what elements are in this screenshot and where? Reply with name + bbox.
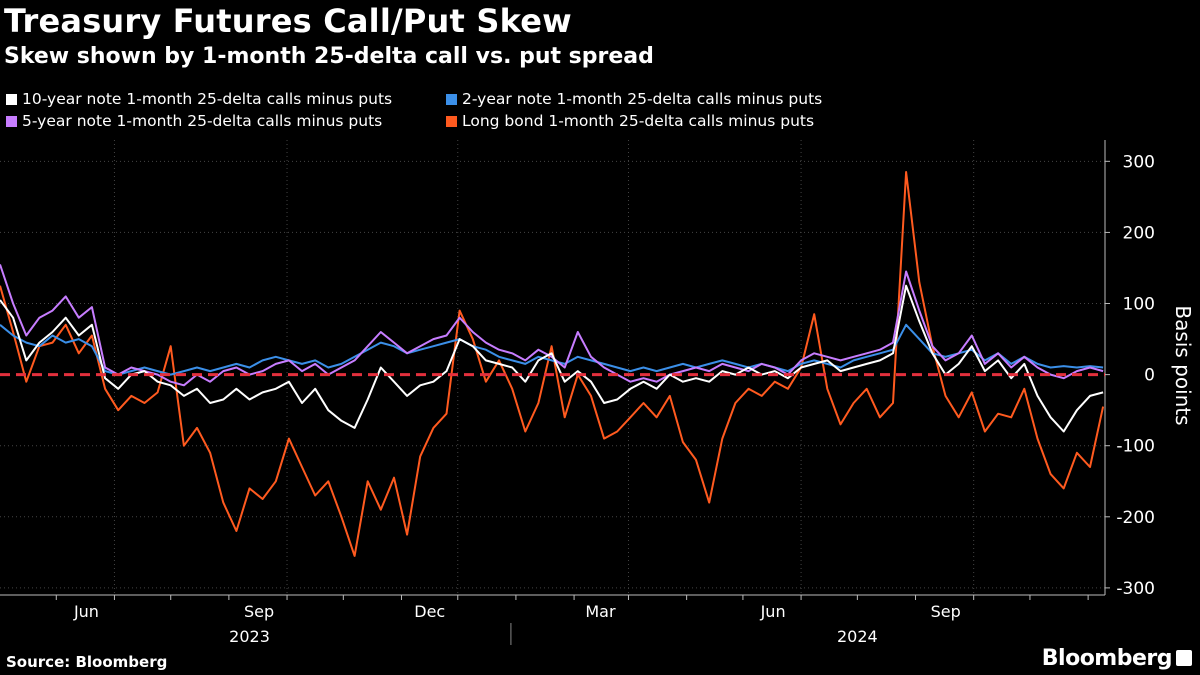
year-label-0: 2023 [229,627,270,646]
y-axis-title: Basis points [1171,305,1195,425]
legend-item-long-bond: Long bond 1-month 25-delta calls minus p… [446,112,814,130]
legend-swatch-2-year [446,94,457,105]
x-tick-label-5: Sep [931,602,961,621]
x-tick-label-4: Jun [760,602,786,621]
legend-swatch-5-year [6,116,17,127]
x-tick-label-0: Jun [73,602,99,621]
legend-swatch-long-bond [446,116,457,127]
x-tick-label-3: Mar [585,602,616,621]
series-line-3 [0,171,1105,557]
chart-subtitle: Skew shown by 1-month 25-delta call vs. … [4,44,654,69]
y-tick-label-6: -300 [1116,579,1155,599]
legend-item-5-year: 5-year note 1-month 25-delta calls minus… [6,112,382,130]
legend-label-5-year: 5-year note 1-month 25-delta calls minus… [22,112,383,130]
legend-item-10-year: 10-year note 1-month 25-delta calls minu… [6,90,392,108]
bloomberg-chart-icon [1176,650,1192,666]
legend-swatch-10-year [6,94,17,105]
year-label-1: 2024 [837,627,878,646]
legend-label-2-year: 2-year note 1-month 25-delta calls minus… [462,90,823,108]
legend-label-10-year: 10-year note 1-month 25-delta calls minu… [22,90,393,108]
series-line-1 [0,323,1104,376]
brand-text: Bloomberg [1041,646,1173,671]
brand-logo: Bloomberg [1042,646,1192,671]
series-line-0 [0,284,1104,433]
x-tick-label-1: Sep [244,602,274,621]
y-tick-label-4: -100 [1116,437,1155,457]
y-tick-label-3: 0 [1144,366,1155,386]
series-line-2 [0,264,1104,387]
y-tick-label-0: 300 [1123,152,1155,172]
y-tick-label-1: 200 [1123,223,1155,243]
x-tick-label-2: Dec [414,602,445,621]
y-tick-label-5: -200 [1116,508,1155,528]
legend-label-long-bond: Long bond 1-month 25-delta calls minus p… [462,112,815,130]
legend-item-2-year: 2-year note 1-month 25-delta calls minus… [446,90,822,108]
chart-title: Treasury Futures Call/Put Skew [4,2,572,40]
y-tick-label-2: 100 [1123,295,1155,315]
source-note: Source: Bloomberg [6,653,168,671]
